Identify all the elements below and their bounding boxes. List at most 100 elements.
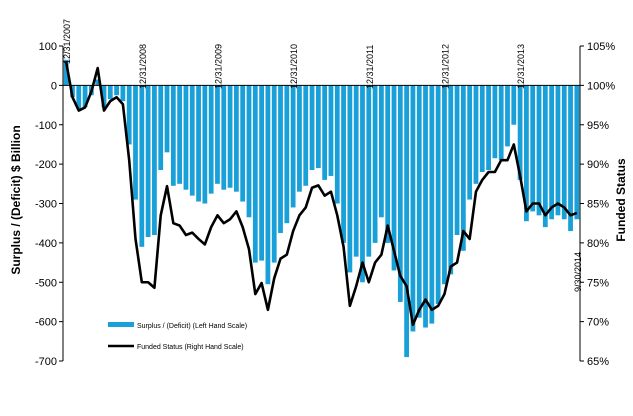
bar — [278, 85, 283, 234]
left-tick-label: 0 — [51, 80, 57, 92]
bar — [189, 85, 195, 196]
bar — [347, 85, 353, 273]
legend-label-bar: Surplus / (Deficit) (Left Hand Scale) — [137, 323, 247, 330]
bar — [265, 85, 271, 285]
right-tick-label: 70% — [587, 317, 609, 329]
bar — [177, 85, 183, 184]
bar — [435, 85, 441, 304]
right-tick-label: 65% — [587, 356, 609, 368]
bar — [309, 85, 315, 171]
date-labels: 12/31/2007 12/31/2008 12/31/2009 12/31/2010… — [62, 19, 583, 292]
funded-status-line — [64, 61, 578, 327]
bar — [498, 85, 504, 161]
bar — [353, 85, 359, 257]
bar — [542, 85, 548, 228]
bar — [114, 85, 119, 96]
bar — [208, 85, 214, 194]
left-tick-label: -700 — [35, 356, 57, 368]
bar — [341, 85, 346, 243]
bar — [107, 85, 113, 100]
bar — [139, 85, 145, 247]
bar — [133, 85, 138, 200]
bar — [473, 85, 479, 184]
bar — [164, 85, 170, 153]
legend-label-line: Funded Status (Right Hand Scale) — [137, 344, 244, 351]
bar — [448, 85, 454, 275]
bar — [221, 85, 227, 190]
date-label: 12/31/2013 — [516, 44, 526, 89]
bar — [379, 85, 384, 218]
bar — [410, 85, 416, 332]
bar — [328, 85, 334, 176]
date-label: 12/31/2010 — [289, 44, 299, 89]
bar — [454, 85, 460, 236]
bar — [82, 85, 88, 108]
bar — [536, 85, 542, 216]
bar — [385, 85, 391, 243]
bar — [315, 85, 321, 169]
bar — [63, 59, 69, 86]
bar — [120, 85, 126, 102]
bar — [322, 85, 328, 180]
left-tick-label: -600 — [35, 317, 57, 329]
date-label: 9/30/2014 — [573, 252, 583, 292]
left-tick-label: 100 — [39, 41, 57, 53]
bar — [404, 85, 410, 358]
right-tick-label: 105% — [587, 41, 615, 53]
bar — [568, 85, 573, 232]
bar — [297, 85, 302, 192]
right-tick-label: 95% — [587, 120, 609, 132]
bar — [303, 85, 309, 186]
bar — [442, 85, 447, 285]
bar — [530, 85, 536, 212]
right-axis-label: Funded Status — [614, 158, 628, 242]
date-label: 12/31/2008 — [138, 44, 148, 89]
bar — [574, 85, 580, 220]
bar — [233, 85, 239, 192]
bar — [479, 85, 485, 173]
bar — [416, 85, 422, 318]
bar — [246, 85, 252, 218]
bar — [561, 85, 567, 220]
bar — [202, 85, 208, 204]
right-tick-label: 90% — [587, 159, 609, 171]
bar — [152, 85, 157, 236]
bar — [240, 85, 246, 202]
bar — [259, 85, 264, 261]
right-axis-ticks: 105% 100% 95% 90% 85% 80% 75% 70% 65% — [580, 41, 615, 368]
bar — [101, 85, 107, 108]
bar — [423, 85, 428, 328]
left-axis-ticks: 100 0 -100 -200 -300 -400 -500 -600 -700 — [35, 41, 63, 368]
bar — [95, 79, 101, 86]
bar — [549, 85, 555, 220]
left-tick-label: -100 — [35, 120, 57, 132]
date-label: 12/31/2007 — [62, 19, 72, 64]
date-label: 12/31/2012 — [440, 44, 450, 89]
right-tick-label: 75% — [587, 277, 609, 289]
bar — [252, 85, 258, 263]
bar — [290, 85, 296, 208]
bar — [429, 85, 435, 324]
legend: Surplus / (Deficit) (Left Hand Scale) Fu… — [108, 322, 247, 351]
legend-swatch-bar — [108, 322, 134, 327]
date-label: 12/31/2009 — [214, 44, 224, 89]
bar — [215, 85, 220, 184]
bar — [196, 85, 201, 202]
left-tick-label: -200 — [35, 159, 57, 171]
bar-series — [63, 59, 580, 358]
bar — [486, 85, 491, 171]
bar — [227, 85, 233, 188]
bar — [366, 85, 372, 257]
bar — [467, 85, 473, 200]
bar — [76, 85, 82, 110]
bar — [170, 85, 176, 186]
bar — [524, 85, 529, 222]
bar — [284, 85, 290, 224]
left-tick-label: -400 — [35, 238, 57, 250]
bar — [505, 85, 510, 147]
bar — [460, 85, 466, 251]
date-label: 12/31/2011 — [365, 45, 375, 89]
bar — [360, 85, 365, 283]
bar — [372, 85, 378, 243]
